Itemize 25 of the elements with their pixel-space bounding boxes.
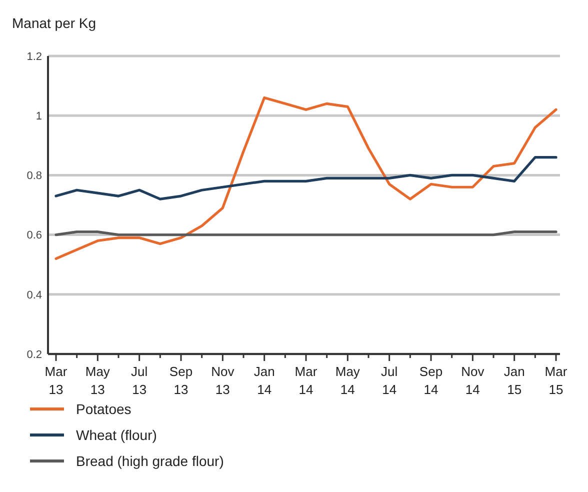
x-tick-label: May 14 <box>335 364 360 397</box>
y-tick-label: 0.2 <box>26 348 42 361</box>
y-axis-title: Manat per Kg <box>12 15 96 31</box>
x-tick-label: Nov 14 <box>461 364 485 397</box>
legend-label: Wheat (flour) <box>76 426 157 443</box>
x-tick-label: Jan 14 <box>254 364 275 397</box>
y-tick-label: 0.8 <box>26 170 42 182</box>
x-tick-label: Jul 13 <box>131 364 148 397</box>
line-series <box>54 96 558 260</box>
x-tick-label: Jul 14 <box>381 364 398 397</box>
x-tick-label: Nov 13 <box>211 364 235 397</box>
legend-label: Potatoes <box>76 400 132 417</box>
y-tick-label: 0.6 <box>26 230 42 242</box>
y-tick-label: 1.2 <box>26 50 42 63</box>
x-tick-label: Mar 15 <box>544 364 568 397</box>
x-tick-label: Jan 15 <box>504 364 525 397</box>
x-tick-label: Mar 13 <box>44 364 68 397</box>
y-tick-label: 1 <box>36 110 42 122</box>
x-tick-label: May 13 <box>85 364 110 397</box>
x-tick-label: Mar 14 <box>294 364 318 397</box>
y-tick-label: 0.4 <box>26 289 42 302</box>
legend-label: Bread (high grade flour) <box>76 452 224 469</box>
x-tick-label: Sep 13 <box>169 364 193 397</box>
line-series <box>54 156 558 200</box>
x-tick-label: Sep 14 <box>419 364 443 397</box>
